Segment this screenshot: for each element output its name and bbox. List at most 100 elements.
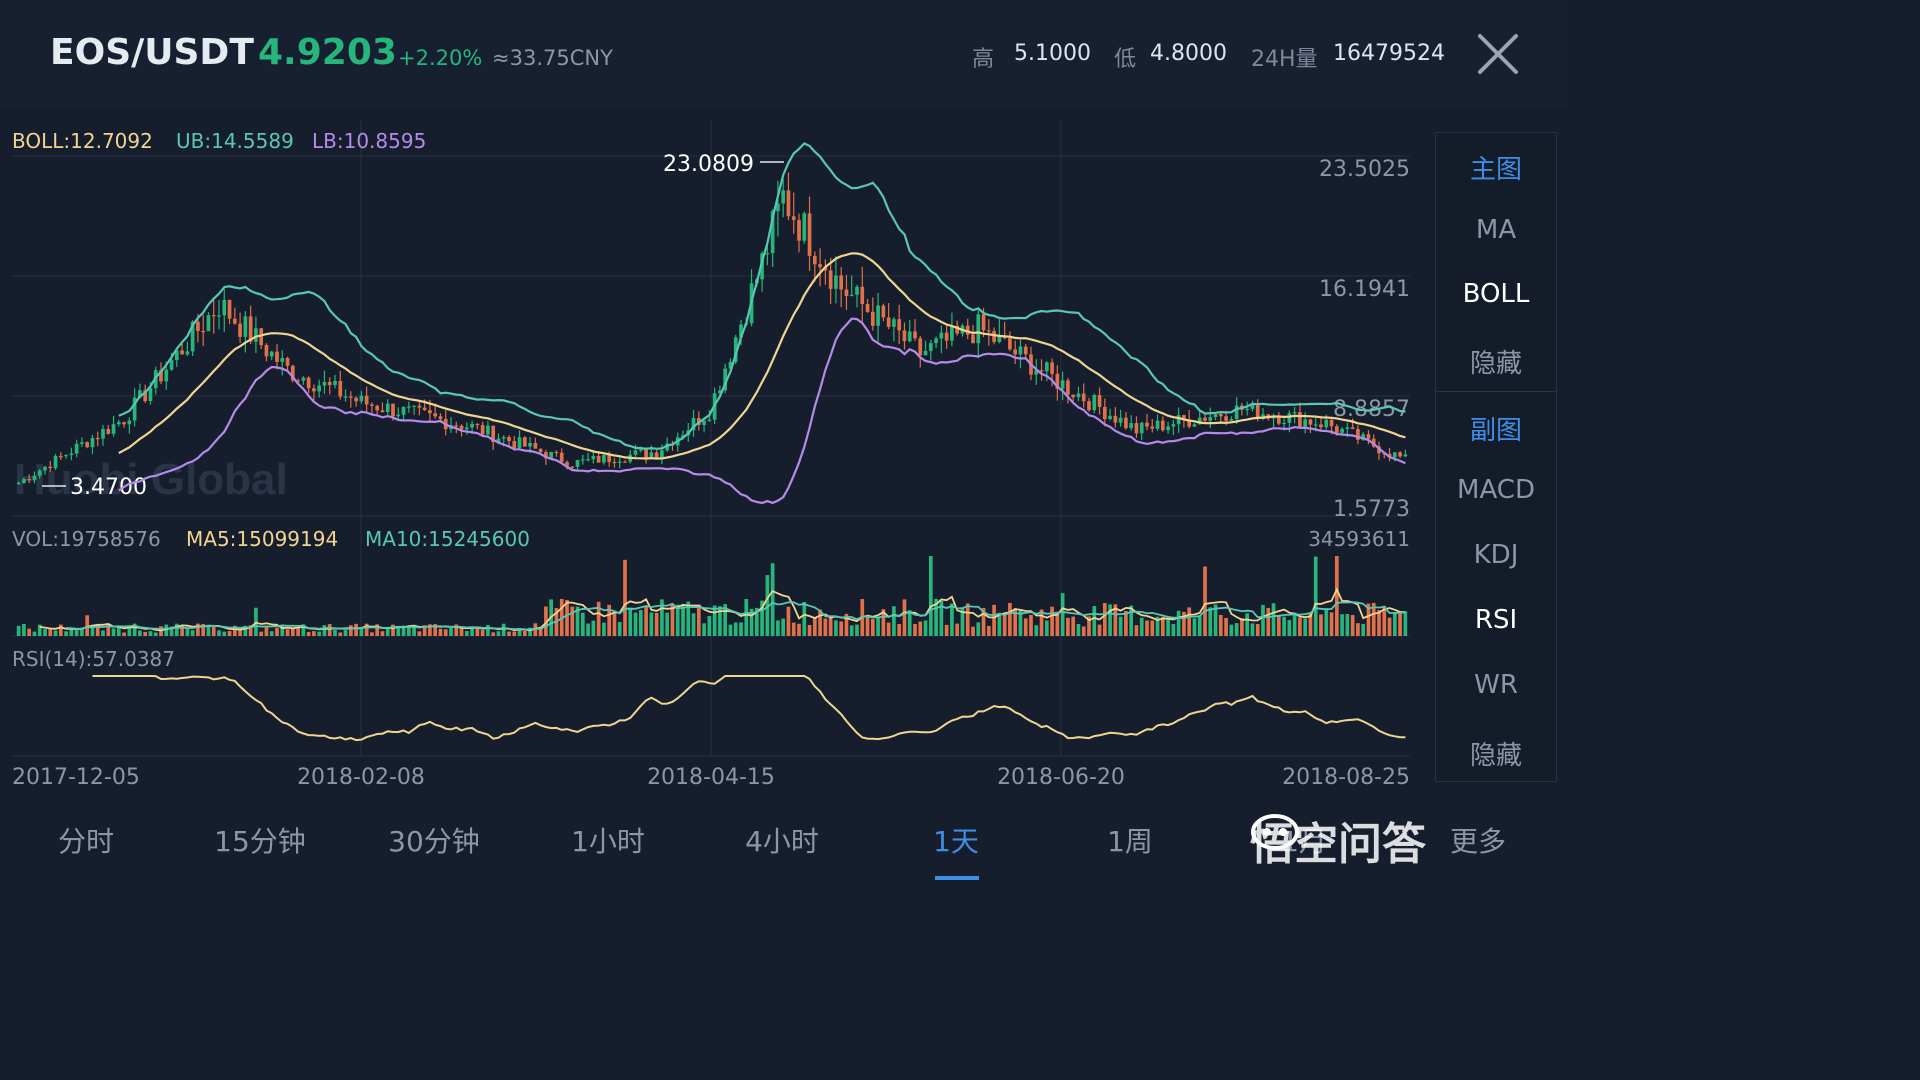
volume-bar xyxy=(1071,616,1076,636)
candle-body xyxy=(1392,452,1397,458)
candle-body xyxy=(16,482,21,485)
candle-body xyxy=(855,286,859,295)
volume-bar xyxy=(1129,605,1134,636)
menu-item-ma[interactable]: MA xyxy=(1475,215,1517,245)
candle-body xyxy=(528,442,532,447)
candle-body xyxy=(69,453,74,456)
tab-4hour[interactable]: 4小时 xyxy=(745,825,819,858)
volume-bar xyxy=(728,624,733,636)
tab-15min[interactable]: 15分钟 xyxy=(214,825,306,858)
volume-bar xyxy=(623,559,627,636)
volume-bar xyxy=(1250,623,1255,636)
volume-24h-value: 16479524 xyxy=(1333,41,1445,66)
volume-bar xyxy=(1113,604,1118,636)
volume-bar xyxy=(501,623,506,636)
tab-time[interactable]: 分时 xyxy=(57,825,114,858)
candle-body xyxy=(1218,414,1223,417)
volume-bar xyxy=(644,606,648,636)
volume-bar xyxy=(422,625,427,636)
tab-1hour[interactable]: 1小时 xyxy=(571,825,645,858)
candle-body xyxy=(918,338,923,356)
candle-body xyxy=(1060,380,1065,389)
y-label: 23.5025 xyxy=(1319,157,1410,182)
volume-bar xyxy=(370,632,374,636)
candle-body xyxy=(1192,424,1197,427)
candle-body xyxy=(1139,422,1144,434)
candle-body xyxy=(1071,394,1076,398)
menu-item-hide-sub[interactable]: 隐藏 xyxy=(1469,741,1522,771)
menu-item-wr[interactable]: WR xyxy=(1474,670,1518,700)
candle-body xyxy=(781,190,786,204)
volume-bar xyxy=(765,575,770,636)
menu-item-rsi[interactable]: RSI xyxy=(1474,605,1518,635)
candle-body xyxy=(317,385,322,392)
candle-body xyxy=(1324,419,1329,428)
candle-body xyxy=(43,466,47,471)
volume-bar xyxy=(696,604,701,636)
candle-body xyxy=(1171,424,1176,427)
candle-body xyxy=(1150,426,1155,429)
volume-bar xyxy=(823,618,828,636)
candle-body xyxy=(718,390,722,394)
volume-bar xyxy=(855,624,859,636)
volume-bar xyxy=(1240,618,1244,636)
candle-body xyxy=(122,422,126,425)
volume-bar xyxy=(1029,614,1033,636)
candle-body xyxy=(491,425,496,442)
candle-body xyxy=(428,410,432,414)
candle-body xyxy=(549,451,554,459)
candle-body xyxy=(1097,395,1102,407)
volume-bar xyxy=(95,625,100,636)
volume-bar xyxy=(686,601,691,636)
menu-item-hide-main[interactable]: 隐藏 xyxy=(1469,349,1522,379)
candle-body xyxy=(338,380,343,397)
tab-30min[interactable]: 30分钟 xyxy=(388,825,480,858)
candle-body xyxy=(1208,417,1213,421)
menu-item-kdj[interactable]: KDJ xyxy=(1473,540,1519,570)
candle-body xyxy=(807,213,812,256)
candle-body xyxy=(617,461,622,463)
menu-item-macd[interactable]: MACD xyxy=(1457,475,1535,505)
main-chart-header: 主图 xyxy=(1469,155,1522,185)
volume-bar xyxy=(981,607,986,636)
candle-body xyxy=(939,332,944,339)
tab-1day[interactable]: 1天 xyxy=(933,825,979,858)
menu-divider xyxy=(1436,391,1556,392)
candle-body xyxy=(58,456,63,458)
candle-body xyxy=(464,427,469,430)
kline-chart-area[interactable] xyxy=(0,108,1568,798)
kline-chart[interactable]: Huobi Global BOLL:12.7092 UB:14.5589 LB:… xyxy=(0,0,1568,882)
volume-bar xyxy=(812,617,817,636)
volume-bar xyxy=(338,632,343,636)
candle-body xyxy=(976,314,981,344)
candle-body xyxy=(691,418,696,431)
volume-bar xyxy=(296,627,300,636)
menu-item-boll[interactable]: BOLL xyxy=(1462,279,1530,309)
candle-body xyxy=(370,404,374,406)
volume-bar xyxy=(148,631,153,636)
candle-body xyxy=(1292,412,1297,414)
volume-bar xyxy=(1213,604,1218,636)
volume-bar xyxy=(897,624,902,636)
candle-body xyxy=(185,351,190,355)
candle-body xyxy=(981,314,986,331)
close-icon[interactable] xyxy=(1472,30,1524,78)
candle-body xyxy=(1034,370,1039,375)
candle-body xyxy=(433,413,438,417)
boll-lb-legend: LB:10.8595 xyxy=(312,129,426,153)
volume-bar xyxy=(807,624,812,636)
volume-bar xyxy=(1050,606,1054,636)
candle-body xyxy=(259,328,264,346)
candle-body xyxy=(986,330,991,332)
candle-body xyxy=(1229,419,1234,421)
volume-bar xyxy=(180,626,184,636)
tab-1month[interactable]: 1月 xyxy=(1281,825,1327,858)
boll-mid-line xyxy=(118,252,1406,460)
volume-bar xyxy=(976,622,981,636)
low-value: 4.8000 xyxy=(1150,41,1227,66)
tab-more[interactable]: 更多 xyxy=(1449,825,1506,858)
candle-body xyxy=(269,351,274,357)
candle-body xyxy=(412,405,416,407)
tab-1week[interactable]: 1周 xyxy=(1107,825,1153,858)
candle-body xyxy=(238,323,242,337)
